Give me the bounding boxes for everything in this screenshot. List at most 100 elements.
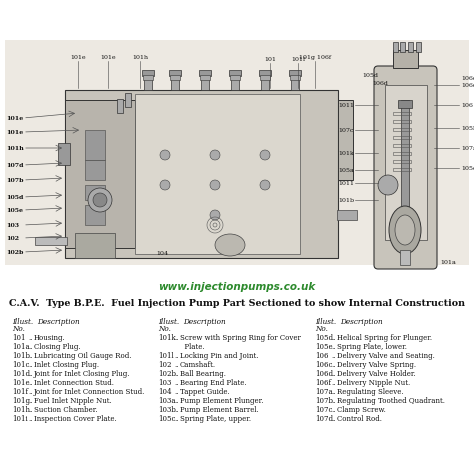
Text: Pump Element Plunger.: Pump Element Plunger. bbox=[180, 397, 264, 405]
Bar bbox=[393, 50, 418, 68]
Bar bbox=[291, 74, 299, 90]
Bar bbox=[400, 250, 410, 265]
Bar bbox=[65, 100, 135, 248]
Text: Inlet Closing Plug.: Inlet Closing Plug. bbox=[34, 361, 99, 369]
Bar bbox=[171, 74, 179, 90]
Text: Delivery Valve Holder.: Delivery Valve Holder. bbox=[337, 370, 416, 378]
Text: 101k: 101k bbox=[158, 334, 176, 342]
Text: ..: .. bbox=[331, 406, 336, 414]
Text: 101f: 101f bbox=[291, 57, 305, 62]
Text: Screw with Spring Ring for Cover: Screw with Spring Ring for Cover bbox=[180, 334, 301, 342]
Text: No.: No. bbox=[315, 325, 328, 333]
Text: 106c: 106c bbox=[461, 83, 474, 88]
Text: Delivery Valve and Seating.: Delivery Valve and Seating. bbox=[337, 352, 435, 360]
Bar bbox=[85, 205, 105, 225]
Bar bbox=[408, 42, 413, 52]
Text: 105e: 105e bbox=[6, 207, 23, 212]
Text: ..: .. bbox=[331, 415, 336, 423]
Bar bbox=[142, 70, 154, 76]
Text: 103a: 103a bbox=[158, 397, 176, 405]
Ellipse shape bbox=[395, 215, 415, 245]
Bar bbox=[58, 143, 70, 165]
Text: 107d: 107d bbox=[315, 415, 333, 423]
Bar bbox=[75, 233, 115, 258]
Text: ..: .. bbox=[28, 370, 33, 378]
Text: 101d: 101d bbox=[12, 370, 30, 378]
Bar bbox=[400, 42, 405, 52]
Text: 105d: 105d bbox=[6, 195, 23, 199]
Bar bbox=[85, 130, 105, 160]
Text: 105b: 105b bbox=[461, 126, 474, 130]
Text: Spring Plate, lower.: Spring Plate, lower. bbox=[337, 343, 407, 351]
Text: Plate.: Plate. bbox=[180, 343, 205, 351]
Text: 101a: 101a bbox=[12, 343, 30, 351]
FancyBboxPatch shape bbox=[374, 66, 437, 269]
Text: Lubricating Oil Gauge Rod.: Lubricating Oil Gauge Rod. bbox=[34, 352, 131, 360]
Text: Spring Plate, upper.: Spring Plate, upper. bbox=[180, 415, 251, 423]
Bar bbox=[65, 90, 338, 258]
Text: 101i: 101i bbox=[12, 415, 28, 423]
Text: 107c: 107c bbox=[338, 128, 354, 133]
Text: Camshaft.: Camshaft. bbox=[180, 361, 216, 369]
Text: 1011: 1011 bbox=[338, 181, 354, 186]
Bar bbox=[260, 75, 270, 80]
Text: Description: Description bbox=[340, 318, 383, 326]
Text: 101: 101 bbox=[12, 334, 26, 342]
Text: ..: .. bbox=[331, 352, 336, 360]
Text: Closing Plug.: Closing Plug. bbox=[34, 343, 81, 351]
Text: Clamp Screw.: Clamp Screw. bbox=[337, 406, 386, 414]
Circle shape bbox=[93, 193, 107, 207]
Text: Fuel Inlet Nipple Nut.: Fuel Inlet Nipple Nut. bbox=[34, 397, 112, 405]
Text: ..: .. bbox=[174, 370, 179, 378]
Text: 107d: 107d bbox=[6, 162, 24, 167]
Text: No.: No. bbox=[158, 325, 171, 333]
Text: ..: .. bbox=[331, 388, 336, 396]
Bar bbox=[170, 75, 180, 80]
Circle shape bbox=[260, 150, 270, 160]
Circle shape bbox=[210, 210, 220, 220]
Text: Illust.: Illust. bbox=[12, 318, 33, 326]
Bar bbox=[289, 70, 301, 76]
Text: 107b: 107b bbox=[315, 397, 333, 405]
Bar bbox=[125, 93, 131, 107]
Text: 101c: 101c bbox=[12, 361, 29, 369]
Text: 101b: 101b bbox=[338, 197, 354, 203]
Bar bbox=[35, 237, 67, 245]
Text: ..: .. bbox=[174, 397, 179, 405]
Text: Regulating Toothed Quadrant.: Regulating Toothed Quadrant. bbox=[337, 397, 445, 405]
Bar bbox=[385, 85, 427, 240]
Bar bbox=[393, 160, 411, 163]
Bar bbox=[230, 75, 240, 80]
Text: 101h: 101h bbox=[132, 55, 148, 60]
Bar bbox=[393, 168, 411, 171]
Circle shape bbox=[160, 150, 170, 160]
Bar bbox=[5, 40, 469, 265]
Bar bbox=[398, 100, 412, 108]
Circle shape bbox=[160, 180, 170, 190]
Text: www.injectionpumps.co.uk: www.injectionpumps.co.uk bbox=[158, 282, 316, 292]
Circle shape bbox=[378, 175, 398, 195]
Text: Inlet Connection Stud.: Inlet Connection Stud. bbox=[34, 379, 114, 387]
Bar bbox=[393, 144, 411, 147]
Text: C.A.V.  Type B.P.E.  Fuel Injection Pump Part Sectioned to show Internal Constru: C.A.V. Type B.P.E. Fuel Injection Pump P… bbox=[9, 298, 465, 308]
Bar bbox=[290, 75, 300, 80]
Bar bbox=[401, 100, 409, 230]
Text: 102: 102 bbox=[158, 361, 172, 369]
Text: 107c: 107c bbox=[315, 406, 332, 414]
Text: Delivery Valve Spring.: Delivery Valve Spring. bbox=[337, 361, 416, 369]
Text: 103b: 103b bbox=[158, 406, 176, 414]
Text: 106: 106 bbox=[461, 103, 473, 107]
Text: 103: 103 bbox=[6, 222, 19, 227]
Text: ..: .. bbox=[28, 397, 33, 405]
Text: 101: 101 bbox=[264, 57, 276, 62]
Text: ..: .. bbox=[331, 361, 336, 369]
Bar bbox=[199, 70, 211, 76]
Text: ..: .. bbox=[174, 379, 179, 387]
Text: 105a: 105a bbox=[338, 167, 354, 173]
Text: ..: .. bbox=[174, 406, 179, 414]
Text: 101l: 101l bbox=[158, 352, 173, 360]
Circle shape bbox=[260, 180, 270, 190]
Text: Locking Pin and Joint.: Locking Pin and Joint. bbox=[180, 352, 258, 360]
Bar bbox=[337, 210, 357, 220]
Text: 101h: 101h bbox=[6, 145, 24, 151]
